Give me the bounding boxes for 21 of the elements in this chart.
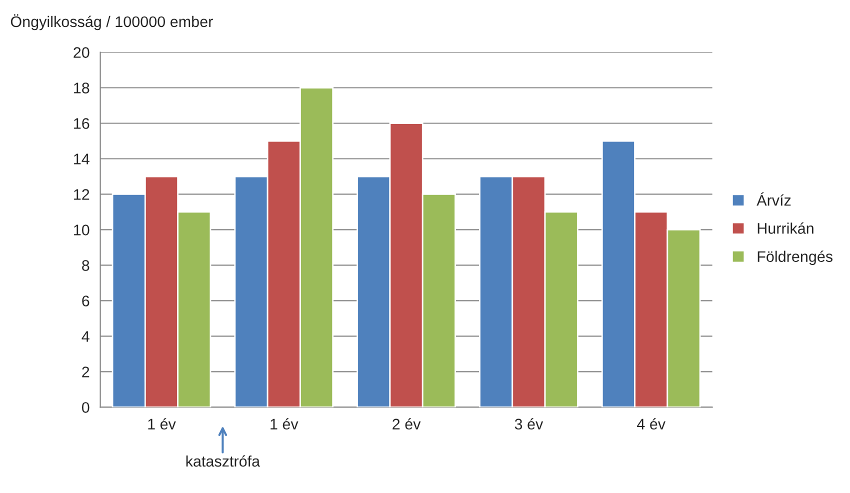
y-tick-label: 0 <box>82 402 90 413</box>
x-tick-label: 2 év <box>392 418 421 430</box>
y-axis-title: Öngyilkosság / 100000 ember <box>10 14 213 30</box>
y-tick-label: 8 <box>82 260 90 271</box>
x-tick-label: 1 év <box>148 418 176 430</box>
x-tick-label: 4 év <box>637 418 666 430</box>
legend-label: Hurrikán <box>758 222 814 234</box>
y-tick-label: 10 <box>74 224 90 236</box>
legend-label: Földrengés <box>758 250 832 266</box>
x-tick-label: 1 év <box>270 418 298 430</box>
y-tick-label: 6 <box>82 296 90 306</box>
legend-label: Árvíz <box>756 192 791 206</box>
x-tick-label: 3 év <box>514 418 544 430</box>
y-tick-label: 14 <box>74 154 90 164</box>
y-tick-label: 4 <box>82 331 90 342</box>
y-tick-label: 16 <box>74 118 90 129</box>
y-tick-label: 20 <box>74 47 90 58</box>
text: katasztrófa <box>186 455 260 467</box>
y-tick-label: 12 <box>74 189 90 200</box>
y-tick-label: 2 <box>82 366 90 378</box>
y-tick-label: 18 <box>74 82 90 94</box>
